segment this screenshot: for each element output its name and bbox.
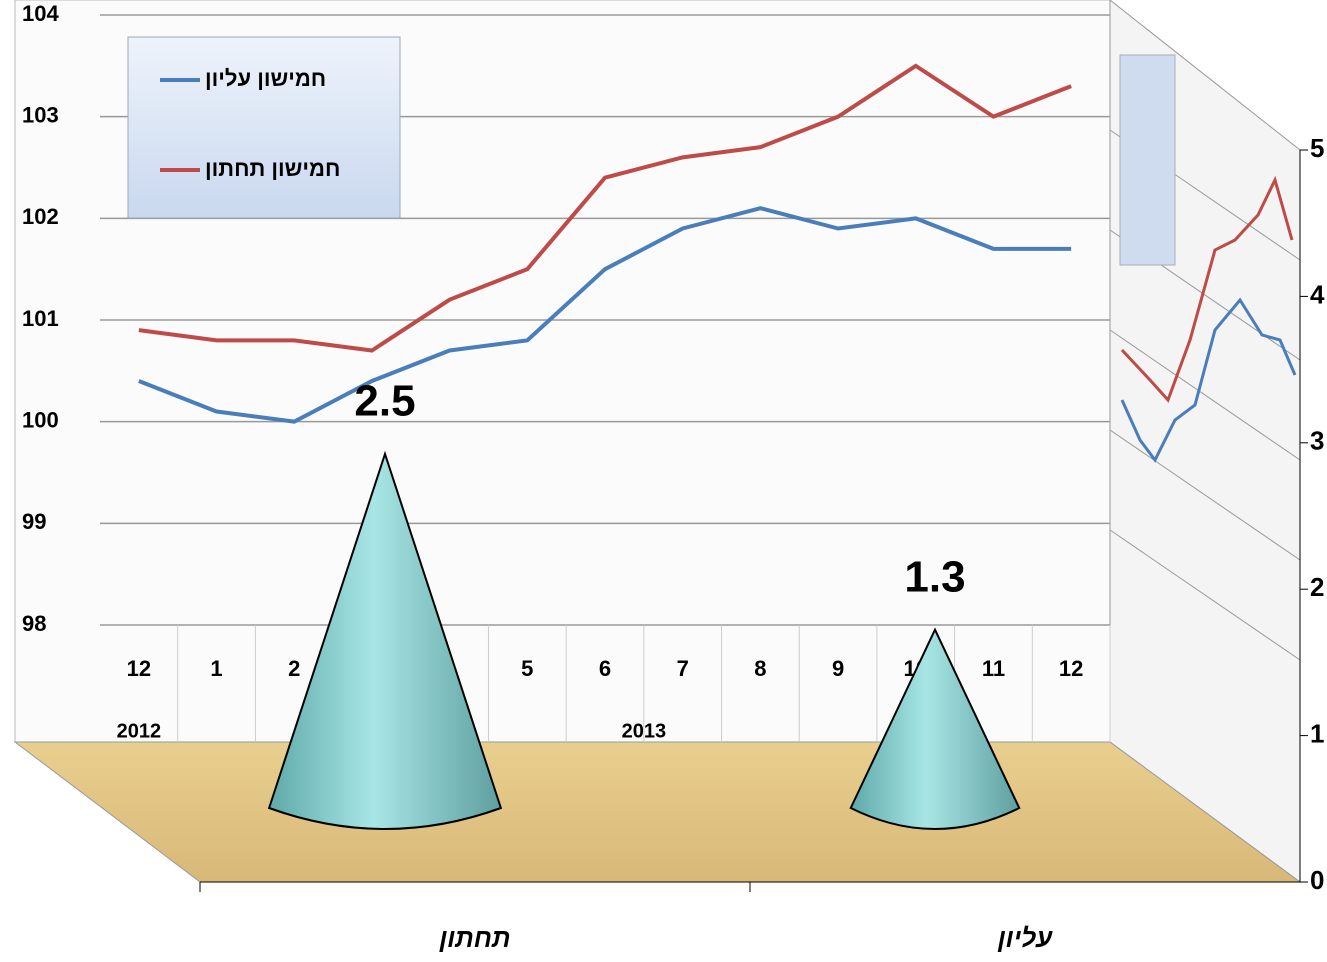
x-tick-label: 12: [127, 656, 151, 681]
y-tick-label: 104: [22, 1, 59, 26]
x-tick-label: 5: [521, 656, 533, 681]
x-tick-label: 9: [832, 656, 844, 681]
x-tick-label: 7: [677, 656, 689, 681]
chart: 9899100101102103104121234567891011122012…: [0, 0, 1327, 962]
y-tick-label: 101: [22, 306, 59, 331]
data-label: 2.5: [354, 377, 415, 426]
legend-label: חמישון עליון: [205, 66, 326, 91]
x-tick-label: תחתון: [438, 923, 510, 953]
x-tick-label: 1: [210, 656, 222, 681]
y-tick-label: 3: [1310, 426, 1324, 456]
y-tick-label: 100: [22, 407, 59, 432]
x-tick-label: 11: [982, 656, 1005, 681]
x-tick-label: 12: [1059, 656, 1083, 681]
y-tick-label: 4: [1310, 279, 1325, 309]
chart-walls: 9899100101102103104121234567891011122012…: [15, 0, 1300, 882]
group-label: 2012: [117, 720, 162, 742]
y-tick-label: 99: [22, 509, 46, 534]
floor: [15, 742, 1300, 882]
x-tick-label: עליון: [997, 923, 1053, 953]
y-tick-label: 1: [1310, 718, 1324, 748]
y-tick-label: 103: [22, 102, 59, 127]
legend-label: חמישון תחתון: [205, 156, 340, 181]
y-tick-label: 98: [22, 611, 46, 636]
y-tick-label: 102: [22, 204, 59, 229]
y-tick-label: 0: [1310, 865, 1324, 895]
y-tick-label: 2: [1310, 572, 1324, 602]
group-label: 2013: [622, 720, 667, 742]
x-tick-label: 8: [754, 656, 766, 681]
x-tick-label: 6: [599, 656, 611, 681]
data-label: 1.3: [904, 552, 965, 601]
legend: [128, 37, 400, 218]
x-tick-label: 2: [288, 656, 300, 681]
y-tick-label: 5: [1310, 133, 1324, 163]
